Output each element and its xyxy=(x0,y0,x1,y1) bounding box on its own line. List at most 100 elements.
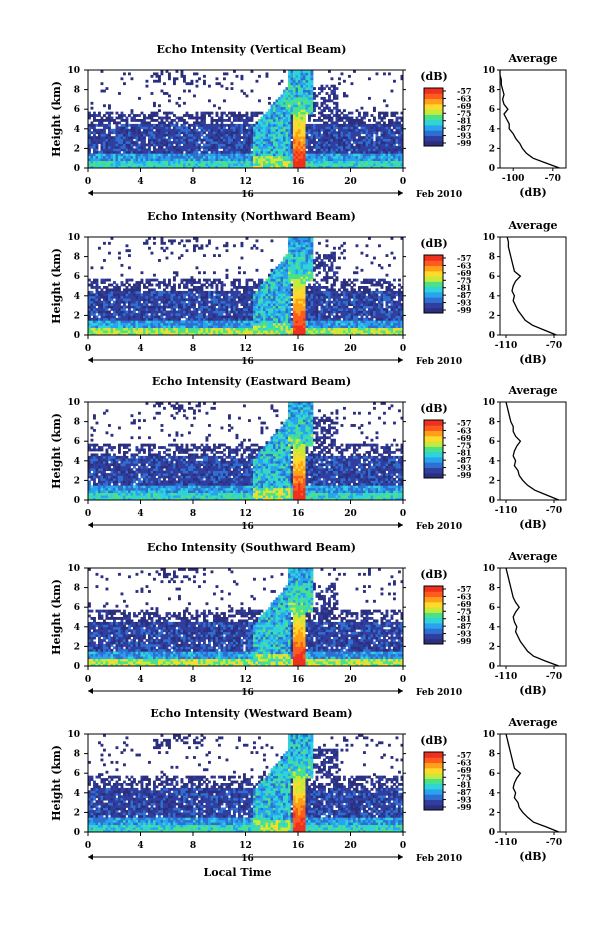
heatmap-cell xyxy=(123,138,126,142)
heatmap-cell xyxy=(118,131,121,135)
heatmap-cell xyxy=(178,317,181,321)
heatmap-cell xyxy=(240,312,244,316)
heatmap-cell xyxy=(293,138,296,142)
heatmap-cell xyxy=(95,123,99,127)
heatmap-cell xyxy=(128,123,131,127)
heatmap-cell xyxy=(103,310,106,314)
heatmap-cell xyxy=(93,126,96,130)
heatmap-cell xyxy=(90,155,94,159)
heatmap-cell xyxy=(330,148,334,152)
heatmap-cell xyxy=(195,239,199,243)
heatmap-cell xyxy=(330,141,334,144)
heatmap-cell xyxy=(218,136,221,139)
heatmap-cell xyxy=(363,141,366,144)
heatmap-cell xyxy=(270,286,274,289)
heatmap-cell xyxy=(213,163,216,166)
heatmap-cell xyxy=(285,131,289,135)
heatmap-cell xyxy=(248,131,251,135)
heatmap-cell xyxy=(188,114,191,117)
heatmap-cell xyxy=(200,160,204,164)
heatmap-cell xyxy=(155,72,159,76)
heatmap-cell xyxy=(268,286,271,289)
heatmap-cell xyxy=(138,96,141,100)
heatmap-cell xyxy=(285,96,289,100)
heatmap-cell xyxy=(163,325,166,329)
heatmap-cell xyxy=(278,288,281,292)
heatmap-cell xyxy=(225,310,229,314)
heatmap-cell xyxy=(288,300,291,304)
heatmap-cell xyxy=(308,72,311,76)
heatmap-cell xyxy=(385,136,389,139)
heatmap-cell xyxy=(383,153,386,157)
heatmap-cell xyxy=(263,320,266,324)
heatmap-cell xyxy=(343,163,346,166)
heatmap-cell xyxy=(175,121,179,125)
heatmap-cell xyxy=(398,150,401,154)
heatmap-cell xyxy=(378,150,381,154)
heatmap-cell xyxy=(393,138,396,142)
heatmap-cell xyxy=(213,126,216,130)
heatmap-cell xyxy=(115,322,119,326)
heatmap-cell xyxy=(305,84,309,88)
heatmap-cell xyxy=(248,317,251,321)
heatmap-cell xyxy=(295,332,299,336)
heatmap-cell xyxy=(90,283,94,287)
heatmap-cell xyxy=(258,121,261,125)
heatmap-cell xyxy=(213,104,216,108)
heatmap-cell xyxy=(130,305,134,309)
heatmap-cell xyxy=(355,109,359,113)
heatmap-cell xyxy=(158,141,161,144)
heatmap-cell xyxy=(145,148,149,152)
heatmap-cell xyxy=(150,150,154,154)
heatmap-cell xyxy=(173,153,176,157)
heatmap-cell xyxy=(328,145,331,149)
heatmap-cell xyxy=(373,123,376,127)
heatmap-cell xyxy=(153,303,156,306)
heatmap-cell xyxy=(145,163,149,166)
heatmap-cell xyxy=(393,150,396,154)
heatmap-cell xyxy=(218,126,221,130)
heatmap-cell xyxy=(158,77,161,81)
heatmap-cell xyxy=(338,114,341,117)
heatmap-cell xyxy=(115,128,119,132)
heatmap-cell xyxy=(210,133,214,137)
heatmap-cell xyxy=(320,123,324,127)
heatmap-cell xyxy=(290,114,294,117)
heatmap-cell xyxy=(133,286,136,289)
heatmap-cell xyxy=(228,131,231,135)
heatmap-cell xyxy=(138,128,141,132)
heatmap-cell xyxy=(215,163,219,166)
heatmap-cell xyxy=(183,101,186,105)
heatmap-cell xyxy=(260,153,264,157)
heatmap-cell xyxy=(345,119,349,122)
heatmap-cell xyxy=(98,160,101,164)
heatmap-cell xyxy=(300,101,304,105)
heatmap-cell xyxy=(198,332,201,336)
heatmap-cell xyxy=(400,143,404,147)
heatmap-cell xyxy=(253,315,256,319)
heatmap-cell xyxy=(153,126,156,130)
heatmap-cell xyxy=(135,126,139,130)
heatmap-cell xyxy=(213,298,216,302)
heatmap-cell xyxy=(290,327,294,331)
heatmap-cell xyxy=(375,133,379,137)
heatmap-cell xyxy=(218,315,221,319)
heatmap-cell xyxy=(110,148,114,152)
heatmap-cell xyxy=(313,136,316,139)
heatmap-cell xyxy=(165,133,169,137)
heatmap-cell xyxy=(163,111,166,115)
heatmap-cell xyxy=(265,74,269,78)
heatmap-cell xyxy=(250,298,254,302)
heatmap-cell xyxy=(290,155,294,159)
heatmap-cell xyxy=(173,77,176,81)
heatmap-cell xyxy=(273,317,276,321)
heatmap-cell xyxy=(205,128,209,132)
heatmap-cell xyxy=(88,320,91,324)
heatmap-cell xyxy=(153,143,156,147)
heatmap-cell xyxy=(225,330,229,333)
heatmap-cell xyxy=(278,165,281,169)
heatmap-cell xyxy=(295,116,299,120)
heatmap-cell xyxy=(278,295,281,299)
heatmap-cell xyxy=(383,128,386,132)
heatmap-cell xyxy=(135,141,139,144)
